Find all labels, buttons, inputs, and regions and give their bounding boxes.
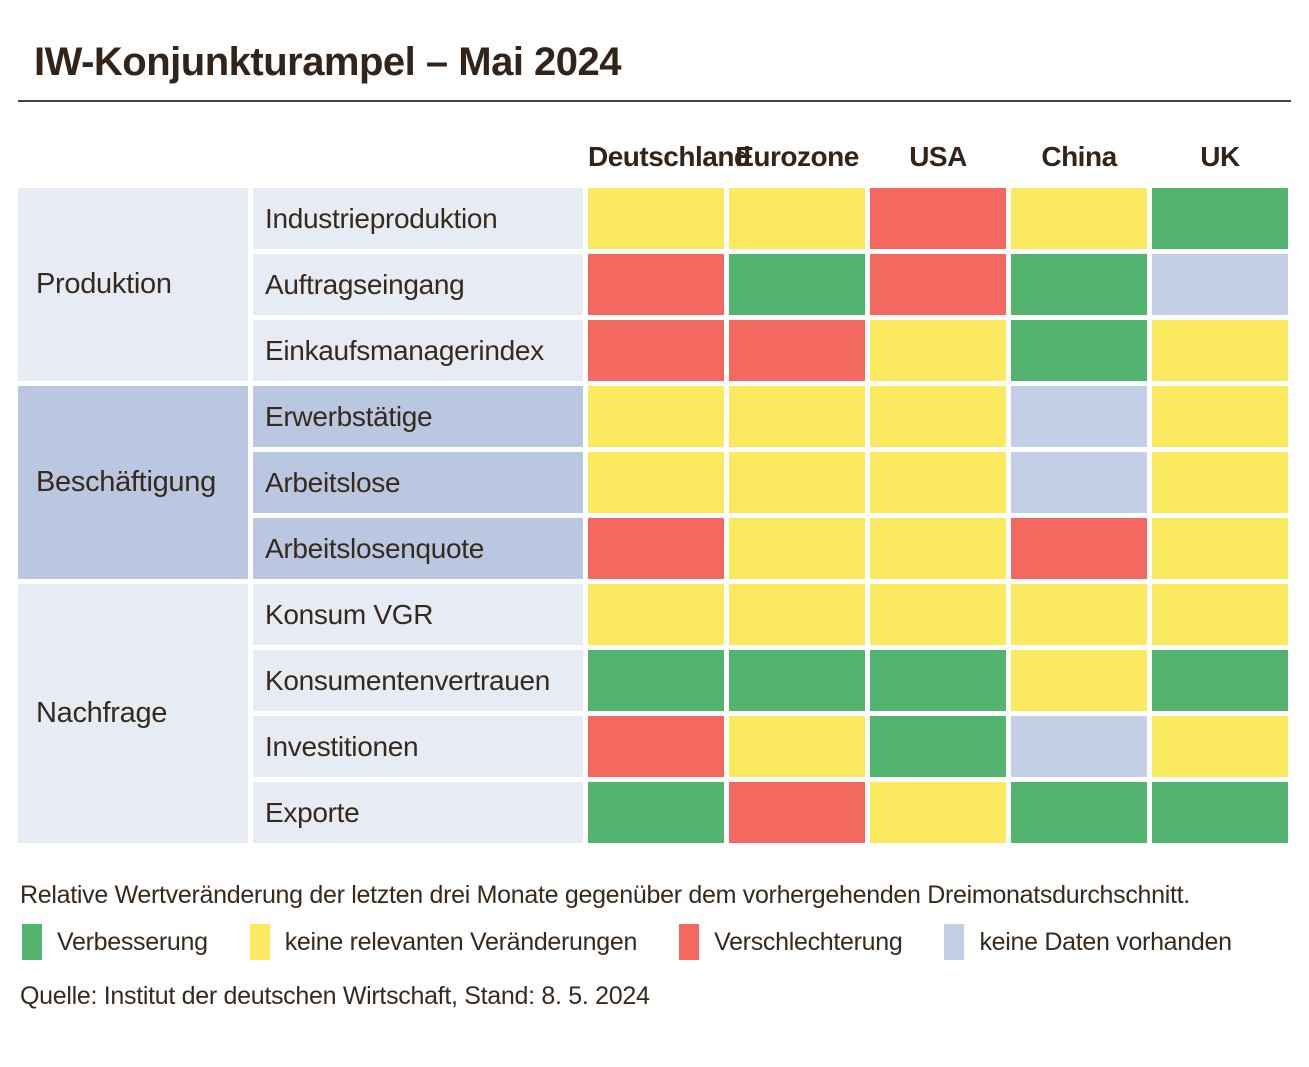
status-cell [1152, 584, 1288, 645]
status-cell [588, 518, 724, 579]
status-cell [729, 188, 865, 249]
status-cell [1011, 452, 1147, 513]
status-cell [729, 386, 865, 447]
status-cell [588, 716, 724, 777]
column-header-usa: USA [909, 141, 967, 172]
indicator-label: Exporte [253, 782, 583, 843]
status-cell [1011, 782, 1147, 843]
group-label-nachfrage: Nachfrage [18, 584, 248, 843]
indicator-label: Erwerbstätige [253, 386, 583, 447]
status-cell [729, 254, 865, 315]
status-cell [588, 320, 724, 381]
status-cell [588, 584, 724, 645]
indicator-label: Arbeitslosenquote [253, 518, 583, 579]
status-cell [870, 320, 1006, 381]
legend-swatch-red [679, 924, 700, 960]
column-header-china: China [1041, 141, 1117, 172]
title-divider [18, 100, 1291, 102]
status-cell [1152, 254, 1288, 315]
status-cell [870, 650, 1006, 711]
status-cell [1011, 650, 1147, 711]
indicator-label: Arbeitslose [253, 452, 583, 513]
header-spacer-group [18, 140, 248, 174]
status-cell [729, 452, 865, 513]
status-cell [870, 386, 1006, 447]
status-cell [588, 386, 724, 447]
konjunkturampel-page: IW-Konjunkturampel – Mai 2024 Deutschlan… [0, 42, 1309, 1011]
status-cell [1152, 518, 1288, 579]
status-cell [1152, 320, 1288, 381]
status-cell [729, 584, 865, 645]
status-cell [870, 518, 1006, 579]
column-header-uk: UK [1200, 141, 1240, 172]
column-header-row: Deutschland Eurozone USA China UK [18, 140, 1293, 174]
status-cell [870, 452, 1006, 513]
status-cell [729, 716, 865, 777]
status-cell [588, 452, 724, 513]
legend: Verbesserung keine relevanten Veränderung… [22, 924, 1293, 960]
status-cell [1152, 650, 1288, 711]
group-label-beschäftigung: Beschäftigung [18, 386, 248, 579]
note-text: Relative Wertveränderung der letzten dre… [20, 881, 1190, 909]
status-cell [1011, 254, 1147, 315]
status-cell [1011, 716, 1147, 777]
source-text: Quelle: Institut der deutschen Wirtschaf… [20, 982, 650, 1010]
status-cell [870, 584, 1006, 645]
status-cell [870, 782, 1006, 843]
legend-label: keine relevanten Veränderungen [284, 927, 638, 956]
status-cell [1152, 716, 1288, 777]
traffic-light-table: Produktion Industrieproduktion Auftragsein… [18, 188, 1293, 843]
status-cell [1152, 782, 1288, 843]
status-cell [1011, 386, 1147, 447]
status-cell [870, 188, 1006, 249]
status-cell [1152, 452, 1288, 513]
header-spacer-indicator [253, 140, 583, 174]
legend-item: Verschlechterung [679, 924, 903, 960]
legend-item: keine relevanten Veränderungen [249, 924, 638, 960]
legend-label: keine Daten vorhanden [979, 927, 1232, 956]
column-header-deutschland: Deutschland [588, 141, 751, 172]
status-cell [870, 716, 1006, 777]
status-cell [1011, 584, 1147, 645]
legend-label: Verbesserung [57, 927, 208, 956]
indicator-label: Konsum VGR [253, 584, 583, 645]
status-cell [729, 782, 865, 843]
status-cell [1011, 320, 1147, 381]
status-cell [729, 650, 865, 711]
indicator-label: Einkaufsmanagerindex [253, 320, 583, 381]
status-cell [588, 782, 724, 843]
page-title: IW-Konjunkturampel – Mai 2024 [34, 40, 622, 84]
column-header-eurozone: Eurozone [735, 141, 859, 172]
status-cell [729, 518, 865, 579]
status-cell [588, 188, 724, 249]
group-label-produktion: Produktion [18, 188, 248, 381]
legend-item: Verbesserung [22, 924, 208, 960]
legend-label: Verschlechterung [714, 927, 903, 956]
status-cell [1011, 518, 1147, 579]
legend-item: keine Daten vorhanden [944, 924, 1232, 960]
legend-swatch-yellow [249, 924, 270, 960]
legend-swatch-green [22, 924, 42, 960]
status-cell [870, 254, 1006, 315]
status-cell [588, 254, 724, 315]
status-cell [1152, 386, 1288, 447]
indicator-label: Industrieproduktion [253, 188, 583, 249]
status-cell [1011, 188, 1147, 249]
status-cell [729, 320, 865, 381]
legend-swatch-nodata [944, 924, 965, 960]
indicator-label: Auftragseingang [253, 254, 583, 315]
status-cell [588, 650, 724, 711]
status-cell [1152, 188, 1288, 249]
indicator-label: Investitionen [253, 716, 583, 777]
indicator-label: Konsumentenvertrauen [253, 650, 583, 711]
